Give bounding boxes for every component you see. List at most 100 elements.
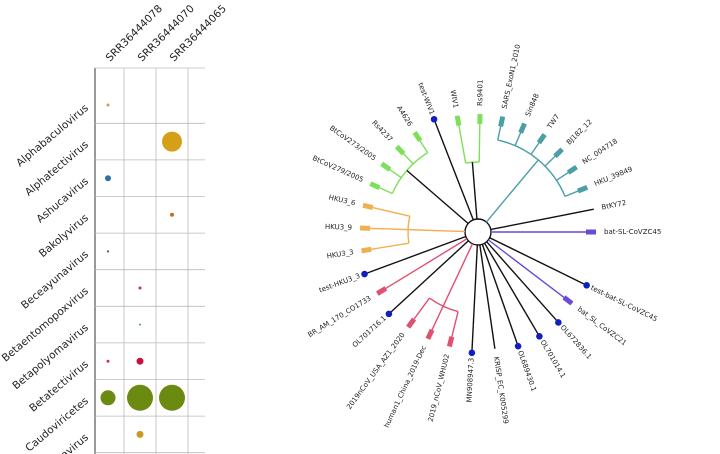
- branch: [523, 283, 557, 321]
- bubble: [136, 430, 144, 438]
- leaf-label: OL701716.1: [351, 314, 388, 349]
- leaf-label: bat_SL_CoVZC21: [576, 305, 628, 347]
- branch: [369, 181, 381, 191]
- branch: [497, 139, 566, 197]
- leaf-label: BtCoV273/2005: [328, 124, 378, 162]
- bubble: [138, 286, 142, 290]
- branch: [446, 336, 455, 348]
- leaf-label: bat-SL-CoVZC45: [604, 228, 661, 236]
- branch: [361, 246, 372, 254]
- bubble: [106, 250, 110, 253]
- leaf-label: test-WIV1: [416, 82, 436, 117]
- branch: [518, 122, 527, 134]
- branch: [472, 244, 479, 326]
- leaf-label: OL701014.1: [538, 339, 567, 380]
- bubble: [106, 359, 110, 363]
- leaf-marker: [468, 349, 476, 357]
- leaf-label: HKU3_6: [328, 193, 357, 207]
- branch: [479, 244, 489, 302]
- branch: [487, 239, 544, 283]
- branch: [412, 131, 423, 143]
- leaf-label: BtCoV279/2005: [311, 154, 364, 184]
- bubble: [105, 175, 111, 182]
- branch: [394, 144, 406, 156]
- leaf-label: MN908947.3: [465, 358, 475, 403]
- leaf-label: BtKY72: [601, 199, 627, 212]
- leaf-label: A4626: [395, 104, 414, 128]
- column-label: SRR36444078: [104, 3, 165, 64]
- branch: [483, 242, 527, 314]
- leaf-label: HKU3_9: [325, 223, 352, 232]
- leaf-label: KRISP_EC_K005299: [492, 356, 510, 424]
- branch: [487, 301, 496, 349]
- branch: [489, 237, 563, 275]
- leaf-label: 2019_nCoV_WHU02: [427, 353, 452, 422]
- branch: [397, 238, 468, 282]
- branch: [566, 164, 578, 175]
- leaf-label: SARS_ExoN1_2010: [500, 44, 522, 110]
- bubble: [106, 103, 110, 107]
- branch: [442, 243, 474, 307]
- branch: [490, 215, 559, 231]
- branch: [380, 161, 392, 172]
- leaf-label: Rs9401: [476, 80, 484, 106]
- branch: [553, 147, 564, 159]
- branch: [447, 155, 474, 221]
- branch: [498, 116, 506, 127]
- branch: [577, 184, 589, 194]
- row-label: Alphabaculovirus: [14, 102, 91, 169]
- branch: [362, 202, 374, 211]
- branch: [367, 259, 402, 274]
- branch: [536, 133, 547, 145]
- bubble: [139, 323, 141, 326]
- column-label: SRR36444070: [136, 3, 197, 64]
- branch: [454, 115, 462, 127]
- leaf-label: test-HKU3_3: [318, 272, 361, 294]
- branch: [562, 295, 574, 306]
- branch: [504, 309, 518, 344]
- branch: [558, 208, 594, 217]
- bubble: [136, 357, 144, 365]
- leaf-marker: [583, 281, 590, 289]
- branch: [525, 312, 539, 335]
- leaf-label: HKU3_3: [326, 248, 354, 260]
- branch: [485, 159, 539, 223]
- root-node: [464, 218, 492, 246]
- leaf-label: WIV1: [449, 89, 460, 108]
- leaf-label: BJ182_12: [565, 118, 594, 147]
- leaf-marker: [536, 332, 543, 340]
- branch: [406, 169, 469, 225]
- leaf-label: Sin848: [524, 92, 541, 117]
- branch: [406, 317, 417, 329]
- leaf-marker: [430, 115, 438, 123]
- branch: [562, 272, 585, 285]
- leaf-marker: [385, 310, 393, 318]
- leaf-label: test-bat-SL-CoVZC45: [589, 284, 658, 323]
- leaf-label: OL689430.1: [516, 350, 538, 393]
- leaf-marker: [361, 270, 368, 278]
- leaf-label: HKU_39849: [593, 165, 634, 188]
- leaf-marker: [514, 342, 522, 350]
- branch: [425, 240, 469, 280]
- row-label: navirus: [54, 432, 91, 454]
- leaf-marker: [555, 319, 562, 326]
- column-label: SRR36444065: [168, 3, 229, 64]
- bubble: [100, 390, 116, 406]
- bubble: [127, 384, 153, 411]
- leaf-label: Rs4237: [370, 119, 394, 144]
- branch: [408, 228, 466, 233]
- branch: [390, 278, 427, 313]
- phylo-tree: bat-SL-CoVZC45 BtKY72 HKU_39849NC_004718BJ…: [307, 44, 662, 429]
- bubble: [162, 131, 182, 152]
- branch: [434, 121, 449, 156]
- bubble: [159, 384, 185, 411]
- branch: [486, 241, 526, 285]
- branch: [471, 162, 478, 220]
- bubble: [170, 212, 174, 217]
- leaf-label: TW7: [545, 113, 561, 131]
- leaf-label: NC_004718: [581, 137, 619, 166]
- branch: [425, 328, 435, 340]
- branch: [400, 235, 467, 262]
